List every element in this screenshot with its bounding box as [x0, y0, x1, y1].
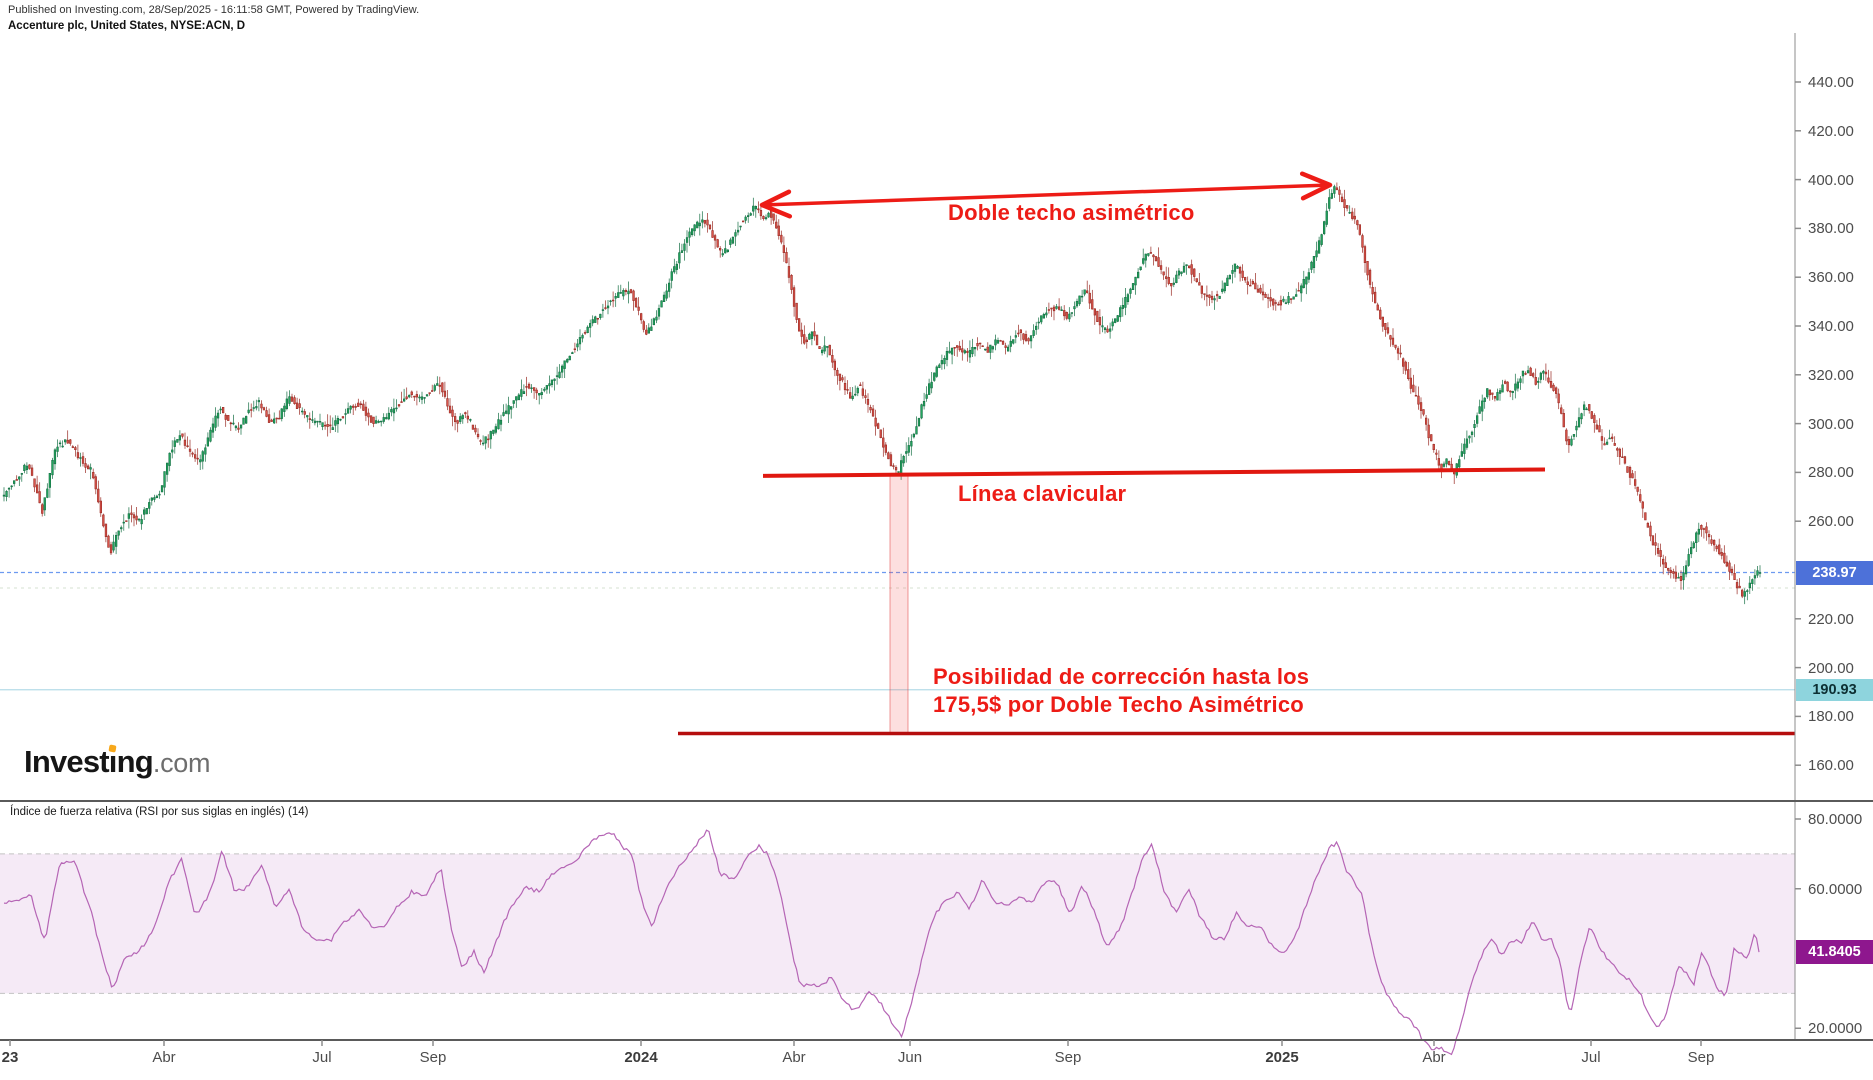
double-top-arrow-shaft[interactable]: [761, 183, 1331, 207]
price-axis-label: 300.00: [1808, 416, 1854, 433]
rsi-band-edges: [0, 853, 1795, 994]
correction-target-line1: Posibilidad de corrección hasta los: [933, 664, 1310, 689]
time-axis-label: Abr: [782, 1049, 806, 1066]
price-axis-label: 400.00: [1808, 172, 1854, 189]
current-price-value: 238.97: [1812, 564, 1857, 581]
investing-logo: Investıng.com: [24, 744, 211, 780]
time-axis-label: Jul: [1581, 1049, 1601, 1066]
time-axis-label: 2025: [1265, 1049, 1299, 1066]
double-top-arrow-heads: [759, 171, 1333, 219]
time-axis-label: 23: [1, 1049, 19, 1066]
candle-wicks-down: [16, 182, 1743, 599]
neckline-line[interactable]: [762, 467, 1546, 478]
rsi-value: 41.8405: [1808, 944, 1861, 961]
logo-com: .com: [152, 748, 211, 778]
double-top-annotation: Doble techo asimétrico: [948, 200, 1195, 225]
price-axis-label: 220.00: [1808, 611, 1854, 628]
price-axis-label: 200.00: [1808, 660, 1854, 677]
time-axis-label: Sep: [1687, 1049, 1715, 1066]
marked-level-badge: 190.93: [1796, 678, 1873, 701]
price-axis-label: 380.00: [1808, 220, 1854, 237]
marked-level-value: 190.93: [1812, 681, 1857, 698]
rsi-indicator-title: Índice de fuerza relativa (RSI por sus s…: [10, 806, 309, 818]
neckline-annotation: Línea clavicular: [958, 481, 1127, 506]
instrument-title: Accenture plc, United States, NYSE:ACN, …: [8, 20, 246, 32]
logo-text-tail: ng: [116, 744, 154, 779]
correction-target-line2: 175,5$ por Doble Techo Asimétrico: [933, 692, 1304, 717]
time-axis-label: Sep: [1054, 1049, 1082, 1066]
correction-target-annotation: Posibilidad de corrección hasta los 175,…: [933, 663, 1309, 719]
price-axis-label: 160.00: [1808, 757, 1854, 774]
price-axis-label: 180.00: [1808, 708, 1854, 725]
price-axis-label: 440.00: [1808, 74, 1854, 91]
time-axis-label: Abr: [1422, 1049, 1446, 1066]
time-axis-label: 2024: [624, 1049, 658, 1066]
price-axis-label: 320.00: [1808, 367, 1854, 384]
price-axis-label: 360.00: [1808, 269, 1854, 286]
logo-orange-dot: ı: [108, 744, 118, 779]
candle-bodies-up: [2, 186, 1762, 597]
price-axis-label: 280.00: [1808, 464, 1854, 481]
candle-bodies-down: [15, 187, 1744, 597]
time-axis-label: Abr: [152, 1049, 176, 1066]
time-axis-label: Jul: [312, 1049, 332, 1066]
rsi-band: [0, 853, 1795, 994]
current-price-badge: 238.97: [1796, 560, 1873, 585]
rsi-line: [3, 829, 1760, 1056]
time-axis-label: Sep: [419, 1049, 447, 1066]
time-axis-label: Jun: [897, 1049, 923, 1066]
price-axis-label: 260.00: [1808, 513, 1854, 530]
measured-move-band: [889, 474, 909, 734]
published-line: Published on Investing.com, 28/Sep/2025 …: [8, 4, 420, 16]
rsi-axis-label: 20.0000: [1808, 1020, 1863, 1037]
price-axis-label: 340.00: [1808, 318, 1854, 335]
price-axis-label: 420.00: [1808, 123, 1854, 140]
rsi-axis-label: 80.0000: [1808, 811, 1863, 828]
rsi-value-badge: 41.8405: [1796, 940, 1873, 965]
rsi-axis-label: 60.0000: [1808, 881, 1863, 898]
logo-text: Invest: [24, 744, 110, 779]
